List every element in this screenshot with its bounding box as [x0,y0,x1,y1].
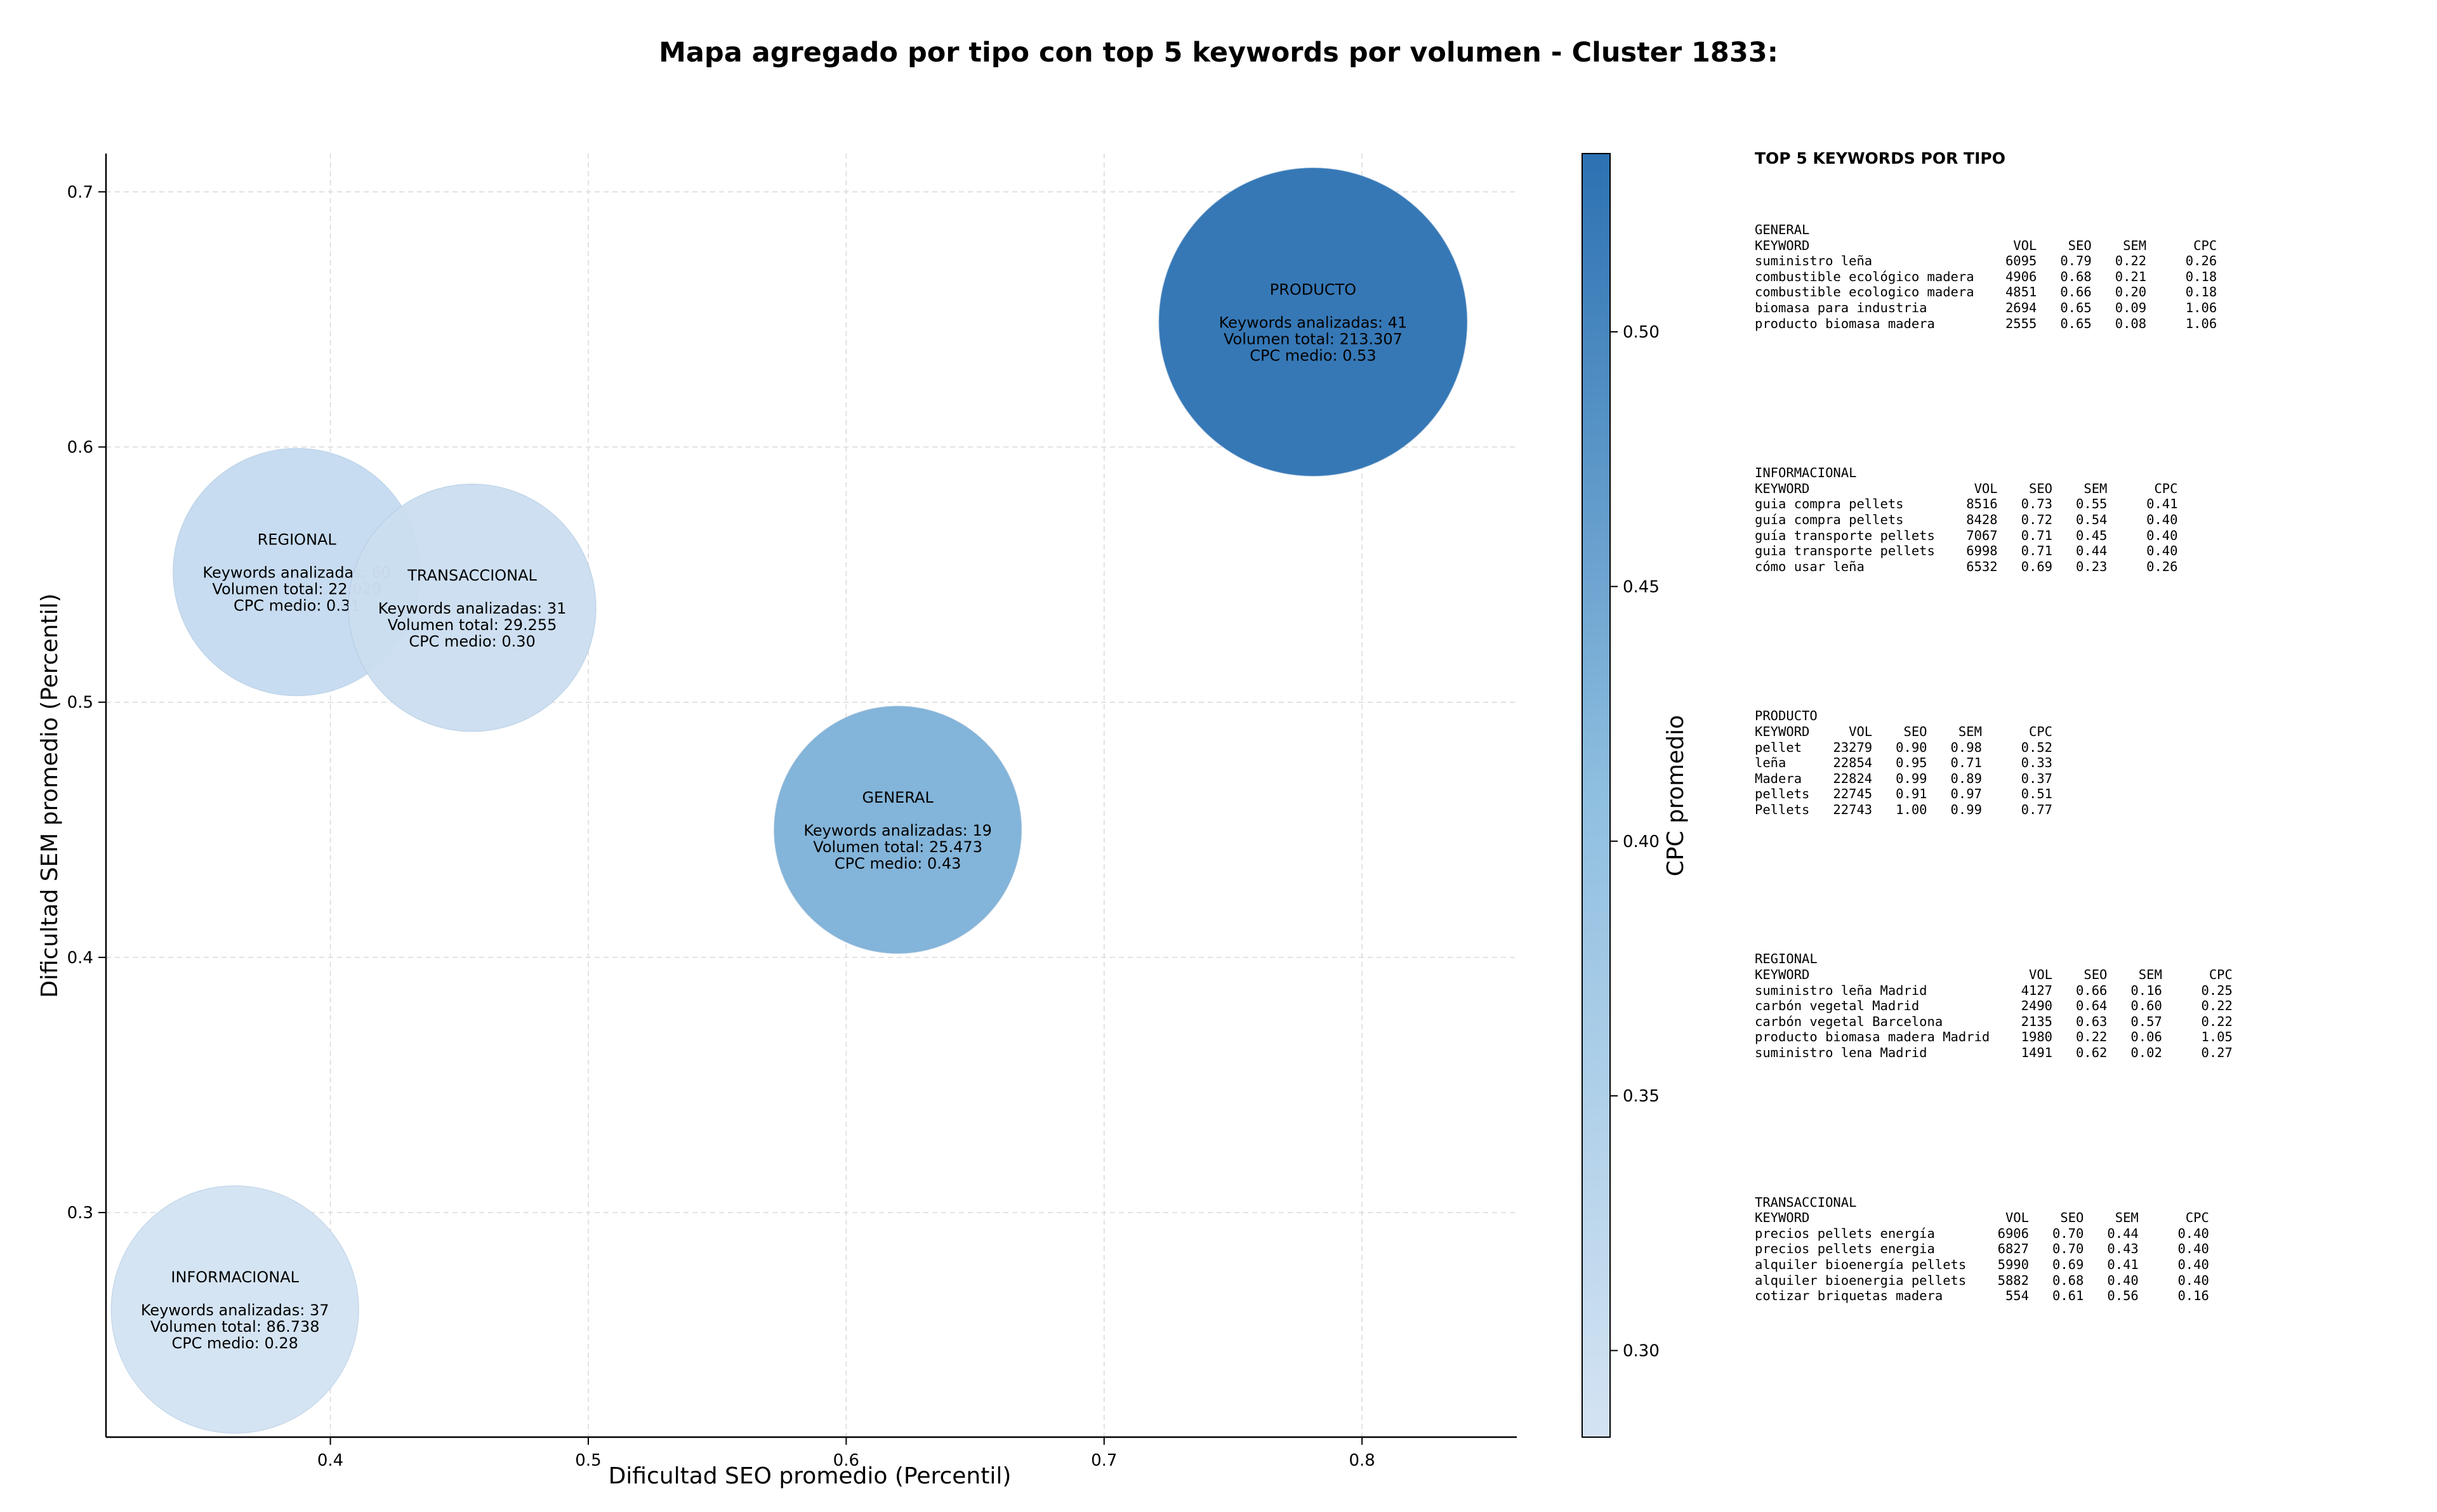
bubble-label-transaccional: Volumen total: 29.255 [388,616,557,634]
keyword-line: producto biomasa madera Madrid 1980 0.22… [1755,1029,2233,1045]
keyword-block-informacional: INFORMACIONAL KEYWORD VOL SEO SEM CPC guia… [1755,465,2427,574]
bubble-label-general: GENERAL [862,789,934,806]
bubble-general [774,706,1022,954]
bubble-label-producto: Keywords analizadas: 41 [1219,313,1408,331]
y-tick-label: 0.5 [67,694,93,713]
keyword-block-general: GENERAL KEYWORD VOL SEO SEM CPC suministro… [1755,222,2427,331]
keyword-block-transaccional: TRANSACCIONAL KEYWORD VOL SEO SEM CPC prec… [1755,1195,2427,1304]
bubble-label-transaccional: Keywords analizadas: 31 [378,600,567,617]
x-axis-label: Dificultad SEO promedio (Percentil) [609,1463,1012,1489]
keyword-line: alquiler bioenergia pellets 5882 0.68 0.… [1755,1272,2209,1288]
x-tick-label: 0.4 [317,1451,343,1470]
y-tick-label: 0.7 [67,183,93,202]
keyword-line: pellets 22745 0.91 0.97 0.51 [1755,786,2052,802]
y-axis-label: Dificultad SEM promedio (Percentil) [37,593,63,998]
keyword-line: guia transporte pellets 6998 0.71 0.44 0… [1755,543,2178,559]
bubble-label-producto: CPC medio: 0.53 [1250,346,1377,364]
keyword-block-regional: REGIONAL KEYWORD VOL SEO SEM CPC suministr… [1755,951,2427,1060]
bubble-label-transaccional: CPC medio: 0.30 [409,633,536,650]
bubble-label-transaccional: TRANSACCIONAL [407,567,537,584]
bubble-label-regional: REGIONAL [258,531,337,549]
keyword-line: guia compra pellets 8516 0.73 0.55 0.41 [1755,496,2178,512]
keyword-line: REGIONAL [1755,951,1818,967]
keyword-line: INFORMACIONAL [1755,465,1857,481]
keyword-line: KEYWORD VOL SEO SEM CPC [1755,967,2233,983]
y-tick-label: 0.6 [67,438,93,457]
bubble-label-informacional: CPC medio: 0.28 [171,1334,298,1352]
x-tick-label: 0.8 [1349,1451,1375,1470]
keyword-line: biomasa para industria 2694 0.65 0.09 1.… [1755,299,2217,315]
bubble-label-general: Volumen total: 25.473 [813,838,982,856]
chart-title: Mapa agregado por tipo con top 5 keyword… [659,37,1778,69]
keyword-line: combustible ecológico madera 4906 0.68 0… [1755,268,2217,284]
keyword-line: KEYWORD VOL SEO SEM CPC [1755,480,2178,496]
colorbar-tick-label: 0.40 [1623,832,1660,851]
colorbar-tick-label: 0.35 [1623,1087,1660,1106]
x-tick-label: 0.7 [1091,1451,1117,1470]
bubble-transaccional [348,483,597,732]
top-keywords-panel: TOP 5 KEYWORDS POR TIPO GENERAL KEYWORD V… [1755,149,2427,1438]
bubble-label-producto: PRODUCTO [1270,280,1356,298]
keyword-line: leña 22854 0.95 0.71 0.33 [1755,755,2052,771]
bubble-informacional [110,1185,359,1434]
keyword-line: combustible ecologico madera 4851 0.66 0… [1755,284,2217,300]
keyword-line: KEYWORD VOL SEO SEM CPC [1755,723,2052,739]
colorbar-tick-label: 0.30 [1623,1342,1660,1361]
keyword-line: GENERAL [1755,222,1810,237]
keyword-line: carbón vegetal Madrid 2490 0.64 0.60 0.2… [1755,998,2233,1014]
keyword-line: alquiler bioenergía pellets 5990 0.69 0.… [1755,1257,2209,1272]
keyword-line: KEYWORD VOL SEO SEM CPC [1755,237,2217,253]
axis-layer: 0.4 0.5 0.6 0.7 0.8 0.3 0.4 0.5 0.6 0.7 [67,154,1517,1470]
bubble-label-regional: CPC medio: 0.31 [234,597,360,615]
bubble-label-informacional: INFORMACIONAL [171,1268,299,1286]
keyword-line: PRODUCTO [1755,708,1818,724]
colorbar-gradient [1582,153,1611,1438]
keyword-line: TRANSACCIONAL [1755,1194,1857,1210]
bubble-label-informacional: Keywords analizadas: 37 [141,1301,329,1319]
keyword-line: cómo usar leña 6532 0.69 0.23 0.26 [1755,558,2178,574]
bubble-label-general: CPC medio: 0.43 [835,855,961,872]
keyword-line: suministro lena Madrid 1491 0.62 0.02 0.… [1755,1045,2233,1061]
colorbar-tick-label: 0.45 [1623,577,1660,596]
x-tick-label: 0.5 [575,1451,601,1470]
keyword-line: Pellets 22743 1.00 0.99 0.77 [1755,801,2052,817]
keyword-line: cotizar briquetas madera 554 0.61 0.56 0… [1755,1288,2209,1304]
colorbar-label: CPC promedio [1663,715,1689,876]
colorbar-tick-label: 0.50 [1623,323,1660,342]
keyword-blocks: GENERAL KEYWORD VOL SEO SEM CPC suministro… [1755,222,2427,1304]
keyword-line: suministro leña Madrid 4127 0.66 0.16 0.… [1755,982,2233,998]
keyword-line: Madera 22824 0.99 0.89 0.37 [1755,770,2052,786]
keyword-block-producto: PRODUCTO KEYWORD VOL SEO SEM CPC pellet 23… [1755,708,2427,817]
keyword-line: precios pellets energia 6827 0.70 0.43 0… [1755,1241,2209,1257]
top-keywords-title: TOP 5 KEYWORDS POR TIPO [1755,149,2005,168]
bubble-producto [1158,167,1468,477]
keyword-line: carbón vegetal Barcelona 2135 0.63 0.57 … [1755,1013,2233,1029]
keyword-line: precios pellets energía 6906 0.70 0.44 0… [1755,1225,2209,1241]
keyword-line: guía compra pellets 8428 0.72 0.54 0.40 [1755,511,2178,527]
keyword-line: suministro leña 6095 0.79 0.22 0.26 [1755,253,2217,269]
colorbar: 0.30 0.35 0.40 0.45 0.50 CPC promedio [1582,153,1689,1438]
keyword-line: guía transporte pellets 7067 0.71 0.45 0… [1755,527,2178,543]
bubble-label-producto: Volumen total: 213.307 [1224,330,1403,348]
keyword-line: producto biomasa madera 2555 0.65 0.08 1… [1755,315,2217,331]
x-tick-label: 0.6 [833,1451,859,1470]
y-tick-label: 0.4 [67,949,93,968]
bubble-label-informacional: Volumen total: 86.738 [150,1318,320,1336]
keyword-line: KEYWORD VOL SEO SEM CPC [1755,1210,2209,1226]
y-tick-label: 0.3 [67,1204,93,1223]
keyword-line: pellet 23279 0.90 0.98 0.52 [1755,739,2052,755]
bubble-label-general: Keywords analizadas: 19 [803,822,992,839]
